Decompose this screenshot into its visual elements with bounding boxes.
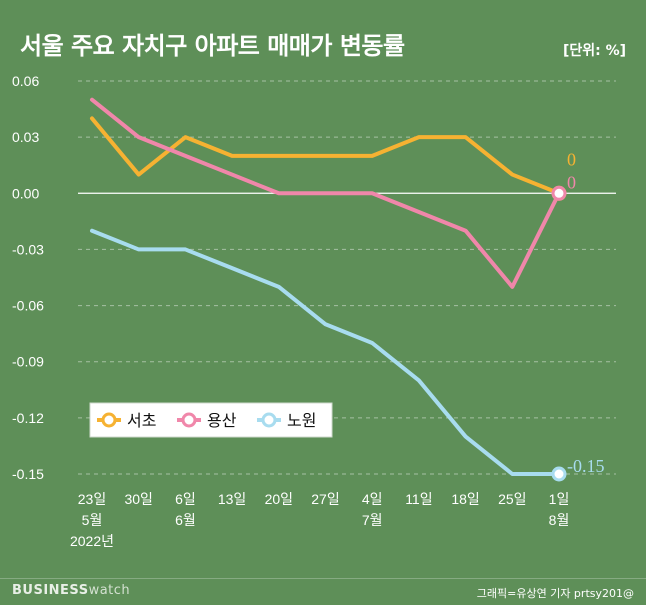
series-endpoint-marker [551, 185, 567, 201]
legend-label: 서초 [127, 411, 156, 430]
unit-label: [단위: %] [562, 43, 626, 59]
legend-swatch-marker [181, 412, 197, 428]
x-tick-label: 20일 [265, 491, 293, 507]
y-tick-label: -0.15 [12, 466, 44, 482]
graphic-credit: 그래픽=유상연 기자 prtsy201@ [476, 587, 634, 600]
y-tick-label: 0.03 [12, 129, 39, 145]
legend: 서초 용산 노원 [89, 402, 333, 438]
legend-box [89, 402, 333, 438]
x-tick-label: 11일 [405, 491, 432, 507]
y-tick-label: -0.12 [12, 410, 44, 426]
series-end-label: 0 [567, 149, 576, 169]
footer-divider [0, 578, 646, 579]
x-tick-label: 23일 [78, 491, 106, 507]
x-tick-label: 7월 [362, 512, 383, 528]
x-tick-labels: 23일 5월 2022년 30일 6일 6월 13일 20일 27일 4일 7월 11일 18일 25일 1… [70, 491, 569, 549]
y-tick-label: -0.09 [12, 354, 44, 370]
legend-swatch-marker [261, 412, 277, 428]
y-tick-label: -0.06 [12, 298, 44, 314]
series-end-label: -0.15 [567, 456, 605, 476]
series-lines [90, 97, 561, 476]
series-line-1 [90, 97, 561, 289]
line-chart: 0.06 0.03 0.00 -0.03 -0.06 -0.09 -0.12 -0.15 23… [12, 73, 616, 549]
x-tick-label: 2022년 [70, 533, 114, 549]
brand-light: watch [88, 583, 131, 598]
brand-bold: BUSINESS [12, 583, 89, 598]
legend-label: 용산 [207, 411, 237, 430]
series-endpoints: 0 0 -0.15 [551, 149, 605, 482]
x-tick-label: 6일 [175, 491, 196, 507]
brand-logo: BUSINESSwatch [12, 583, 130, 598]
x-tick-label: 4일 [362, 491, 383, 507]
legend-swatch-marker [101, 412, 117, 428]
x-tick-label: 30일 [124, 491, 152, 507]
x-tick-label: 5월 [82, 512, 103, 528]
x-tick-label: 25일 [498, 491, 526, 507]
x-tick-label: 8월 [549, 512, 570, 528]
x-tick-label: 18일 [451, 491, 479, 507]
x-tick-label: 6월 [175, 512, 196, 528]
y-tick-labels: 0.06 0.03 0.00 -0.03 -0.06 -0.09 -0.12 -0.15 [12, 73, 44, 482]
chart-title: 서울 주요 자치구 아파트 매매가 변동률 [20, 32, 405, 60]
series-line-2 [90, 228, 561, 476]
legend-label: 노원 [287, 411, 316, 430]
x-tick-label: 13일 [218, 491, 246, 507]
y-tick-label: -0.03 [12, 241, 44, 257]
series-line-0 [90, 116, 561, 196]
series-endpoint-marker [551, 466, 567, 482]
y-tick-label: 0.06 [12, 73, 39, 89]
x-tick-label: 1일 [549, 491, 570, 507]
y-tick-label: 0.00 [12, 185, 39, 201]
series-end-label: 0 [567, 172, 576, 192]
x-tick-label: 27일 [311, 491, 339, 507]
